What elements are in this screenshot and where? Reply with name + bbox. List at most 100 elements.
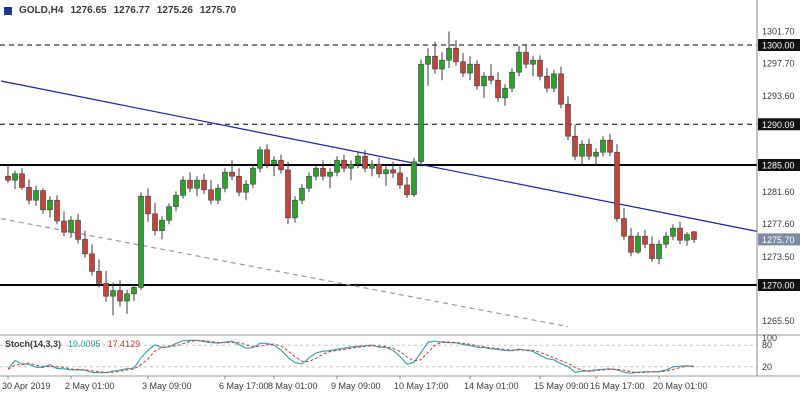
- stochastic-main-value: 19.0095: [68, 339, 101, 349]
- candle-body-up: [467, 63, 473, 74]
- descending-guide-dashed[interactable]: [0, 218, 569, 328]
- candle-body-up: [600, 139, 606, 153]
- candle-body-up: [138, 195, 144, 288]
- stoch-main-line: [7, 339, 695, 374]
- price-tick-label: 1277.60: [762, 219, 795, 229]
- time-axis-label: 9 May 09:00: [331, 381, 381, 391]
- candle: [306, 172, 312, 193]
- candle-body-down: [362, 155, 368, 169]
- candle: [579, 140, 585, 165]
- candle: [495, 72, 501, 102]
- candle: [89, 244, 95, 276]
- time-axis[interactable]: [0, 376, 800, 400]
- candle-body-up: [446, 47, 452, 61]
- candle-body-up: [481, 75, 487, 87]
- ohlc-high: 1276.77: [113, 5, 150, 16]
- candle-body-up: [383, 169, 389, 175]
- candle: [397, 165, 403, 189]
- time-axis-label: 6 May 17:00: [219, 381, 269, 391]
- candle: [222, 168, 228, 193]
- candle-body-down: [82, 239, 88, 255]
- candle-body-down: [628, 235, 634, 253]
- candle: [327, 168, 333, 189]
- candle: [649, 236, 655, 262]
- candle: [502, 84, 508, 106]
- stochastic-signal-value: 17.4129: [107, 339, 141, 349]
- stochastic-name: Stoch(14,3,3): [5, 339, 62, 349]
- stoch-axis-tick: 80: [762, 340, 772, 350]
- time-axis-label: 10 May 17:00: [394, 381, 449, 391]
- candle-body-down: [54, 199, 60, 222]
- candle-body-down: [26, 187, 32, 201]
- candle-body-up: [502, 87, 508, 99]
- candle: [411, 157, 417, 197]
- candle-body-down: [236, 175, 242, 193]
- candle: [439, 52, 445, 81]
- candle-body-down: [5, 175, 11, 181]
- candle: [677, 221, 683, 245]
- candle-body-down: [404, 184, 410, 195]
- candle-body-down: [96, 271, 102, 284]
- candle-body-down: [19, 173, 25, 188]
- price-tick-label: 1293.60: [762, 91, 795, 101]
- descending-trendline-blue[interactable]: [0, 80, 758, 232]
- stoch-signal-line: [7, 339, 694, 374]
- current-price-badge-bg: [758, 233, 800, 246]
- candle: [383, 165, 389, 186]
- candle-body-down: [320, 167, 326, 177]
- candle: [40, 188, 46, 214]
- candle: [635, 232, 641, 254]
- candle-body-down: [488, 75, 494, 81]
- candle-body-up: [47, 199, 53, 211]
- candle-body-down: [537, 59, 543, 77]
- candle: [208, 180, 214, 205]
- candle-body-down: [145, 195, 151, 215]
- candle-body-up: [418, 63, 424, 163]
- candle: [600, 136, 606, 157]
- candle-body-down: [642, 235, 648, 245]
- candle-body-up: [215, 187, 221, 201]
- candle-body-up: [439, 59, 445, 70]
- candle: [369, 160, 375, 177]
- chart-title: GOLD,H4 1276.65 1276.77 1275.26 1275.70: [4, 5, 236, 16]
- candle: [656, 240, 662, 265]
- price-badge-1300.00-label: 1300.00: [762, 41, 795, 51]
- candle-body-down: [152, 213, 158, 231]
- candle-body-down: [460, 61, 466, 74]
- time-axis-label: 3 May 09:00: [142, 381, 192, 391]
- symbol-icon: [4, 6, 12, 15]
- price-axis[interactable]: [757, 0, 800, 376]
- candle-body-up: [530, 59, 536, 65]
- candle: [593, 148, 599, 166]
- candle-body-down: [390, 169, 396, 174]
- candle: [264, 144, 270, 169]
- price-badge-1290.09: 1290.09: [758, 118, 800, 131]
- candle-body-up: [33, 190, 39, 201]
- candle: [509, 68, 515, 93]
- candle-body-up: [425, 55, 431, 65]
- candle: [138, 192, 144, 290]
- symbol-period-label: GOLD,H4: [19, 5, 64, 16]
- candle-body-up: [656, 243, 662, 259]
- candle-body-up: [670, 227, 676, 237]
- candle: [467, 56, 473, 81]
- candle-body-up: [593, 151, 599, 157]
- candle-body-down: [75, 219, 81, 240]
- candle: [663, 232, 669, 249]
- stoch-axis-tick: 100: [762, 333, 777, 343]
- candle-body-down: [495, 79, 501, 99]
- candle: [257, 146, 263, 173]
- candle: [61, 211, 67, 237]
- candle: [215, 184, 221, 205]
- candle-body-up: [635, 235, 641, 253]
- price-badge-1270.00-bg: [758, 279, 800, 291]
- candle: [544, 68, 550, 93]
- candle-body-down: [565, 103, 571, 137]
- candle-body-down: [677, 227, 683, 241]
- candle-body-down: [691, 231, 697, 240]
- candle: [670, 224, 676, 241]
- candle-body-down: [103, 283, 109, 297]
- candle: [12, 170, 18, 189]
- candle-body-down: [376, 163, 382, 175]
